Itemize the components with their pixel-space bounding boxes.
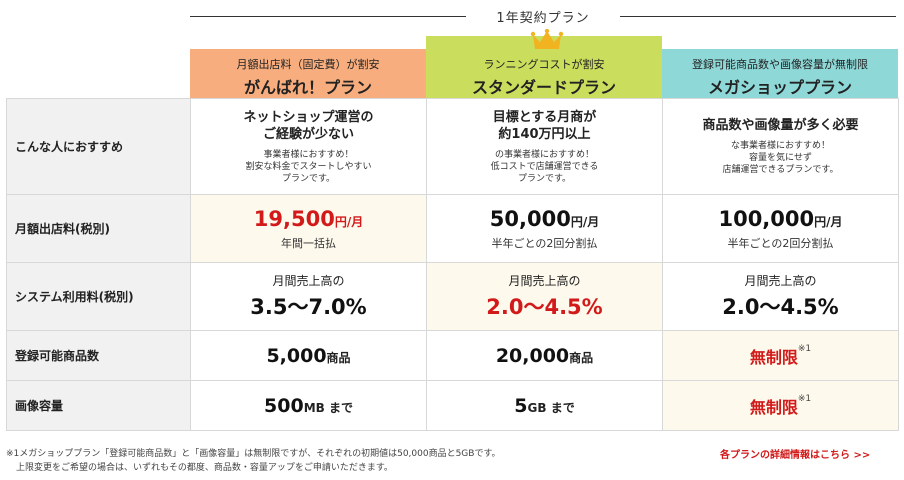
fee-note: 半年ごとの2回分割払 — [727, 236, 834, 250]
plan-name: がんばれ！プラン — [243, 78, 372, 97]
cell-products-mega: 無制限※1 — [662, 330, 899, 381]
products-value: 5,000 — [266, 344, 327, 367]
footnote-mark: ※1 — [797, 343, 812, 354]
recommend-description: な事業者様におすすめ！ 容量を気にせず 店舗運営できるプランです。 — [663, 140, 898, 176]
cell-products-standard: 20,000商品 — [426, 330, 663, 381]
cell-images-ganbare: 500MB まで — [190, 380, 427, 431]
plan-header-mega: 登録可能商品数や画像容量が無制限 メガショッププラン — [662, 49, 898, 98]
system-fee-value: 2.0〜4.5% — [486, 295, 603, 319]
images-value: 500 — [264, 394, 304, 417]
recommend-title: 商品数や画像量が多く必要 — [663, 117, 898, 134]
desc-line: 割安な料金でスタートしやすい — [245, 161, 372, 172]
products-unit: 商品 — [569, 350, 594, 365]
row-header: システム利用料(税別) — [6, 262, 191, 331]
footnote-line: ※1メガショッププラン「登録可能商品数」と「画像容量」は無制限ですが、それぞれの… — [6, 449, 501, 459]
fee-value: 50,000 — [489, 206, 571, 231]
contract-period-header: 1年契約プラン — [190, 6, 896, 26]
desc-line: 低コストで店舗運営できる — [490, 161, 599, 172]
products-value: 20,000 — [495, 344, 570, 367]
plan-name: スタンダードプラン — [471, 78, 616, 97]
recommend-description: の事業者様におすすめ！ 低コストで店舗運営できる プランです。 — [427, 149, 662, 185]
fee-value: 100,000 — [718, 206, 815, 231]
row-header: 画像容量 — [6, 380, 191, 431]
cell-system-ganbare: 月間売上高の 3.5〜7.0% — [190, 262, 427, 331]
fee-unit: 円/月 — [334, 214, 364, 229]
footnote-line: 上限変更をご希望の場合は、いずれもその都度、商品数・容量アップをご申請いただきま… — [16, 463, 393, 473]
recommend-title-line: 目標とする月商が — [492, 109, 597, 125]
table-row-monthly-fee: 月額出店料(税別) 19,500円/月 年間一括払 50,000円/月 半年ごと… — [6, 194, 899, 263]
recommend-title-line: ご経験が少ない — [262, 126, 354, 142]
cell-images-mega: 無制限※1 — [662, 380, 899, 431]
desc-line: の事業者様におすすめ！ — [494, 149, 594, 160]
system-fee-caption: 月間売上高の — [744, 274, 817, 288]
desc-line: プランです。 — [281, 173, 336, 184]
products-unlimited: 無制限 — [749, 347, 798, 367]
desc-line: な事業者様におすすめ！ — [730, 141, 830, 151]
system-fee-value: 3.5〜7.0% — [250, 295, 367, 319]
fee-unit: 円/月 — [570, 214, 600, 229]
cell-recommend-mega: 商品数や画像量が多く必要 な事業者様におすすめ！ 容量を気にせず 店舗運営できる… — [662, 98, 899, 195]
images-value: 5 — [514, 394, 528, 417]
footnote-mark: ※1 — [797, 393, 812, 404]
cell-products-ganbare: 5,000商品 — [190, 330, 427, 381]
table-row-products: 登録可能商品数 5,000商品 20,000商品 無制限※1 — [6, 330, 899, 381]
desc-line: プランです。 — [517, 173, 572, 184]
fee-note: 半年ごとの2回分割払 — [491, 236, 598, 250]
crown-icon — [530, 29, 564, 49]
divider-line — [620, 16, 896, 17]
plan-details-link[interactable]: 各プランの詳細情報はこちら >> — [720, 450, 871, 461]
cell-recommend-standard: 目標とする月商が 約140万円以上 の事業者様におすすめ！ 低コストで店舗運営で… — [426, 98, 663, 195]
cell-fee-ganbare: 19,500円/月 年間一括払 — [190, 194, 427, 263]
products-unit: 商品 — [326, 350, 351, 365]
cell-fee-mega: 100,000円/月 半年ごとの2回分割払 — [662, 194, 899, 263]
contract-label: 1年契約プラン — [496, 11, 590, 26]
recommend-description: 事業者様におすすめ！ 割安な料金でスタートしやすい プランです。 — [191, 149, 426, 185]
recommend-title-line: 商品数や画像量が多く必要 — [702, 118, 859, 133]
images-unit: GB まで — [527, 400, 575, 415]
recommend-title: 目標とする月商が 約140万円以上 — [427, 109, 662, 143]
cell-recommend-ganbare: ネットショップ運営の ご経験が少ない 事業者様におすすめ！ 割安な料金でスタート… — [190, 98, 427, 195]
table-row-images: 画像容量 500MB まで 5GB まで 無制限※1 — [6, 380, 899, 431]
fee-value: 19,500 — [253, 206, 335, 231]
footnote: ※1メガショッププラン「登録可能商品数」と「画像容量」は無制限ですが、それぞれの… — [6, 447, 686, 475]
divider-line — [190, 16, 466, 17]
plan-comparison-table: こんな人におすすめ ネットショップ運営の ご経験が少ない 事業者様におすすめ！ … — [6, 98, 899, 431]
recommend-title: ネットショップ運営の ご経験が少ない — [191, 109, 426, 143]
desc-line: 事業者様におすすめ！ — [263, 149, 354, 160]
plan-subtitle: 月額出店料（固定費）が割安 — [236, 58, 380, 71]
recommend-title-line: ネットショップ運営の — [243, 109, 374, 125]
plan-header-ganbare: 月額出店料（固定費）が割安 がんばれ！プラン — [190, 49, 426, 98]
cell-system-standard: 月間売上高の 2.0〜4.5% — [426, 262, 663, 331]
desc-line: 店舗運営できるプランです。 — [722, 165, 839, 175]
system-fee-caption: 月間売上高の — [508, 274, 581, 288]
desc-line: 容量を気にせず — [748, 153, 812, 163]
images-unit: MB まで — [303, 400, 353, 415]
row-header: 月額出店料(税別) — [6, 194, 191, 263]
fee-unit: 円/月 — [814, 214, 843, 229]
table-row-system-fee: システム利用料(税別) 月間売上高の 3.5〜7.0% 月間売上高の 2.0〜4… — [6, 262, 899, 331]
recommend-title-line: 約140万円以上 — [498, 126, 591, 142]
system-fee-caption: 月間売上高の — [272, 274, 345, 288]
row-header: こんな人におすすめ — [6, 98, 191, 195]
row-header: 登録可能商品数 — [6, 330, 191, 381]
fee-note: 年間一括払 — [281, 236, 336, 250]
cell-system-mega: 月間売上高の 2.0〜4.5% — [662, 262, 899, 331]
cell-fee-standard: 50,000円/月 半年ごとの2回分割払 — [426, 194, 663, 263]
plan-subtitle: ランニングコストが割安 — [483, 58, 605, 71]
system-fee-value: 2.0〜4.5% — [722, 295, 839, 319]
table-row-recommend: こんな人におすすめ ネットショップ運営の ご経験が少ない 事業者様におすすめ！ … — [6, 98, 899, 195]
plan-subtitle: 登録可能商品数や画像容量が無制限 — [692, 58, 868, 71]
images-unlimited: 無制限 — [749, 397, 798, 417]
plan-name: メガショッププラン — [707, 78, 852, 97]
cell-images-standard: 5GB まで — [426, 380, 663, 431]
